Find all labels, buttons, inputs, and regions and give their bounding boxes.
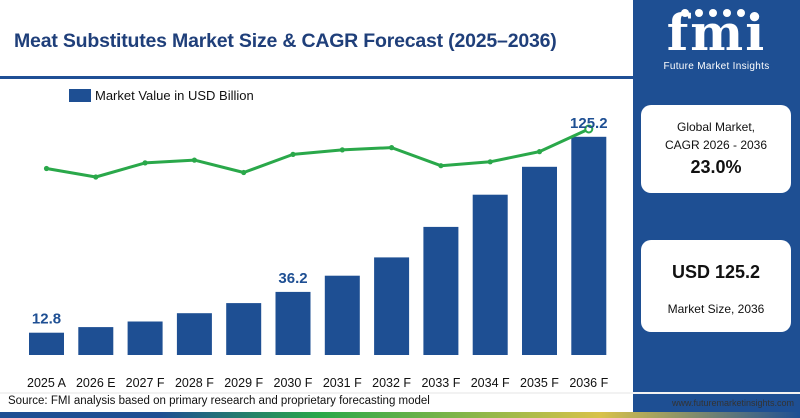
market-size-card: USD 125.2 Market Size, 2036 [641, 240, 791, 332]
bar-2036-f [571, 136, 607, 355]
bar-2035-f [522, 166, 557, 355]
growth-line-point [142, 160, 148, 166]
bar-2031-f [324, 275, 360, 355]
bar-2033-f [423, 226, 459, 355]
growth-line-point [487, 159, 493, 165]
x-tick-label: 2029 F [224, 376, 263, 390]
x-tick-label: 2026 E [76, 376, 116, 390]
logo-dot-icon [709, 9, 717, 17]
growth-line-point [290, 151, 296, 157]
x-tick-label: 2036 F [569, 376, 608, 390]
growth-line-point [438, 163, 444, 169]
logo-company-name: Future Market Insights [663, 61, 770, 72]
data-label: 36.2 [278, 270, 307, 287]
growth-line-point [339, 147, 345, 153]
source-note: Source: FMI analysis based on primary re… [8, 395, 430, 407]
cagr-label-line1: Global Market, [676, 120, 756, 134]
bar-2032-f [374, 257, 410, 355]
logo-dot-icon [695, 9, 703, 17]
bar-2025-a [29, 332, 64, 355]
logo-dot-icon [737, 9, 745, 17]
growth-line-point [389, 145, 395, 151]
bar-2027-f [127, 321, 163, 355]
x-tick-label: 2025 A [27, 376, 67, 390]
market-size-value: USD 125.2 [671, 262, 761, 282]
x-tick-label: 2027 F [126, 376, 165, 390]
logo-dot-icon [723, 9, 731, 17]
bar-2034-f [472, 194, 508, 355]
bar-2028-f [176, 313, 212, 355]
bar-2029-f [226, 303, 262, 355]
x-tick-label: 2030 F [274, 376, 313, 390]
fmi-logo: fmi Future Market Insights [633, 0, 800, 82]
footer-strip [0, 392, 800, 394]
growth-line-point [584, 124, 594, 134]
bottom-color-bar [0, 412, 800, 418]
x-tick-label: 2028 F [175, 376, 214, 390]
logo-icons [681, 9, 745, 17]
cagr-card: Global Market, CAGR 2026 - 2036 23.0% [641, 105, 791, 193]
data-label: 125.2 [570, 115, 608, 132]
website-url: www.futuremarketinsights.com [672, 398, 795, 408]
chart-plot: Market Value in USD Billion 12.8 36.2 125.… [27, 88, 609, 390]
growth-line-point [191, 157, 197, 163]
growth-line-point [43, 165, 50, 172]
logo-dot-icon [681, 9, 689, 17]
x-tick-label: 2034 F [471, 376, 510, 390]
header-rule [0, 76, 633, 79]
data-label: 12.8 [32, 311, 61, 328]
right-panel: fmi Future Market Insights Global Market… [633, 0, 800, 418]
cagr-label-line2: CAGR 2026 - 2036 [664, 138, 768, 152]
x-tick-label: 2033 F [421, 376, 460, 390]
cagr-value: 23.0% [690, 157, 742, 177]
legend-swatch [69, 89, 91, 102]
bar-2030-f [275, 291, 311, 355]
bar-2026-e [78, 327, 114, 355]
growth-line-point [93, 174, 99, 180]
growth-line-point [241, 169, 247, 176]
x-tick-label: 2032 F [372, 376, 411, 390]
growth-line [46, 127, 590, 179]
growth-line-point [536, 149, 543, 155]
market-size-label: Market Size, 2036 [667, 302, 765, 316]
logo-mark: fmi [666, 3, 767, 62]
x-tick-label: 2031 F [323, 376, 362, 390]
x-tick-label: 2035 F [520, 376, 559, 390]
legend-label: Market Value in USD Billion [95, 88, 254, 103]
chart-title: Meat Substitutes Market Size & CAGR Fore… [14, 30, 557, 52]
